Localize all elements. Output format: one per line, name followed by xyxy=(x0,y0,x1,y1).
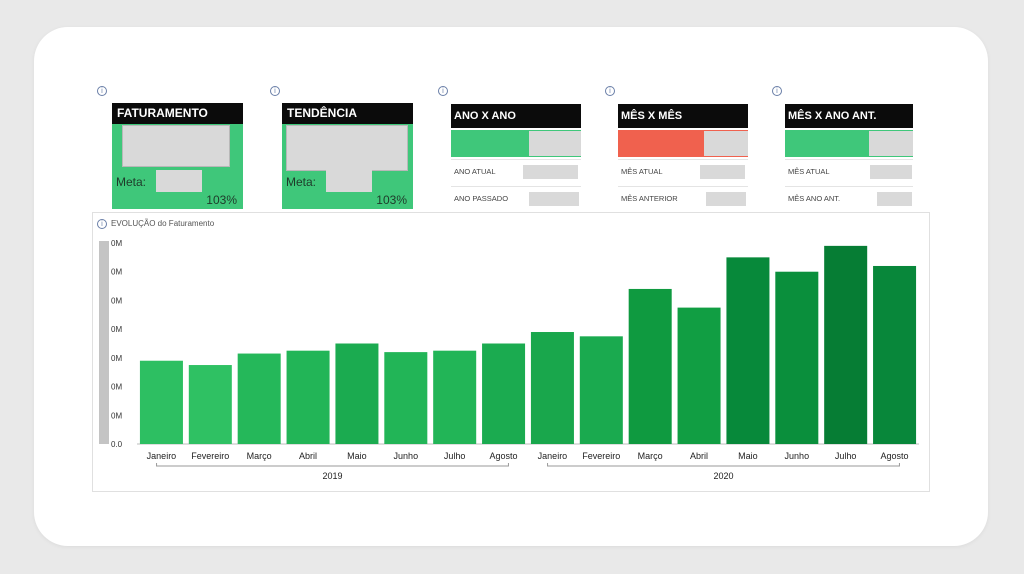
chart-title: EVOLUÇÃO do Faturamento xyxy=(111,219,215,228)
x-group-label: 2020 xyxy=(713,471,733,481)
kpi-value-redacted xyxy=(122,125,230,167)
bar xyxy=(530,332,574,444)
kpi-value-redacted xyxy=(286,125,408,171)
info-icon[interactable]: i xyxy=(270,86,280,96)
x-tick-label: Janeiro xyxy=(147,451,177,461)
x-tick-label: Março xyxy=(638,451,663,461)
meta-label: Meta: xyxy=(286,175,317,189)
x-tick-label: Fevereiro xyxy=(582,451,620,461)
cmp-row-value-redacted xyxy=(529,192,579,206)
group-bracket xyxy=(547,463,900,467)
info-icon[interactable]: i xyxy=(97,219,107,229)
axis-scroll-strip xyxy=(99,241,109,444)
kpi-title: FATURAMENTO xyxy=(112,103,243,124)
y-tick-label: 0M xyxy=(111,411,122,420)
y-tick-label: 0M xyxy=(111,354,122,363)
cmp-row-value-redacted xyxy=(700,165,745,179)
kpi-card-tendencia[interactable]: TENDÊNCIA Meta: 103% xyxy=(282,103,413,209)
kpi-percent: 103% xyxy=(376,193,407,207)
x-tick-label: Abril xyxy=(299,451,317,461)
info-icon[interactable]: i xyxy=(605,86,615,96)
bar xyxy=(677,307,721,444)
cmp-row-previous: MÊS ANTERIOR xyxy=(618,186,748,211)
x-tick-label: Maio xyxy=(347,451,367,461)
kpi-percent: 103% xyxy=(206,193,237,207)
x-tick-label: Agosto xyxy=(490,451,518,461)
x-tick-label: Julho xyxy=(444,451,466,461)
x-tick-label: Março xyxy=(247,451,272,461)
x-tick-label: Abril xyxy=(690,451,708,461)
bar xyxy=(433,350,477,444)
bar xyxy=(286,350,330,444)
cmp-row-label: MÊS ANTERIOR xyxy=(621,194,678,203)
cmp-indicator-bar xyxy=(618,130,748,157)
cmp-title: MÊS X ANO ANT. xyxy=(785,104,913,128)
cmp-card-mes-x-ano-ant[interactable]: MÊS X ANO ANT. MÊS ATUAL MÊS ANO ANT. xyxy=(785,104,913,212)
kpi-card-faturamento[interactable]: FATURAMENTO Meta: 103% xyxy=(112,103,243,209)
meta-value-redacted xyxy=(156,170,202,192)
cmp-title: ANO X ANO xyxy=(451,104,581,128)
x-tick-label: Agosto xyxy=(881,451,909,461)
bar xyxy=(335,343,379,444)
bar xyxy=(384,352,428,444)
cmp-row-label: MÊS ATUAL xyxy=(788,167,830,176)
group-bracket xyxy=(156,463,509,467)
x-tick-label: Junho xyxy=(394,451,419,461)
bar xyxy=(726,257,770,444)
cmp-row-previous: MÊS ANO ANT. xyxy=(785,186,913,211)
cmp-row-label: ANO PASSADO xyxy=(454,194,509,203)
bar xyxy=(824,245,868,444)
cmp-row-previous: ANO PASSADO xyxy=(451,186,581,211)
y-tick-label: 0M xyxy=(111,296,122,305)
bar xyxy=(775,271,819,444)
bar xyxy=(873,265,917,444)
x-group-label: 2019 xyxy=(322,471,342,481)
meta-value-redacted xyxy=(326,170,372,192)
cmp-row-value-redacted xyxy=(870,165,912,179)
cmp-row-current: ANO ATUAL xyxy=(451,159,581,184)
cmp-row-label: MÊS ATUAL xyxy=(621,167,663,176)
cmp-row-value-redacted xyxy=(877,192,912,206)
bar xyxy=(139,360,183,444)
cmp-bar-value-redacted xyxy=(529,131,581,156)
x-tick-label: Maio xyxy=(738,451,758,461)
bar xyxy=(188,365,232,444)
cmp-row-value-redacted xyxy=(523,165,578,179)
bar xyxy=(237,353,281,444)
cmp-bar-value-redacted xyxy=(869,131,913,156)
y-tick-label: 0M xyxy=(111,239,122,248)
info-icon[interactable]: i xyxy=(438,86,448,96)
info-icon[interactable]: i xyxy=(772,86,782,96)
cmp-card-ano-x-ano[interactable]: ANO X ANO ANO ATUAL ANO PASSADO xyxy=(451,104,581,212)
bar xyxy=(579,336,623,444)
y-tick-label: 0.0 xyxy=(111,440,123,449)
y-tick-label: 0M xyxy=(111,325,122,334)
x-tick-label: Junho xyxy=(785,451,810,461)
x-tick-label: Fevereiro xyxy=(191,451,229,461)
bar xyxy=(482,343,526,444)
cmp-row-current: MÊS ATUAL xyxy=(618,159,748,184)
x-tick-label: Janeiro xyxy=(538,451,568,461)
cmp-indicator-bar xyxy=(785,130,913,157)
cmp-row-label: MÊS ANO ANT. xyxy=(788,194,841,203)
cmp-bar-value-redacted xyxy=(704,131,748,156)
kpi-title: TENDÊNCIA xyxy=(282,103,413,124)
cmp-row-value-redacted xyxy=(706,192,746,206)
cmp-indicator-bar xyxy=(451,130,581,157)
bar-chart: 0.0 0M 0M 0M 0M 0M 0M 0M Janeiro Fevereiro Março Ab… xyxy=(99,239,919,481)
cmp-row-label: ANO ATUAL xyxy=(454,167,496,176)
y-tick-label: 0M xyxy=(111,268,122,277)
x-tick-label: Julho xyxy=(835,451,857,461)
cmp-card-mes-x-mes[interactable]: MÊS X MÊS MÊS ATUAL MÊS ANTERIOR xyxy=(618,104,748,212)
y-tick-label: 0M xyxy=(111,383,122,392)
meta-label: Meta: xyxy=(116,175,147,189)
cmp-row-current: MÊS ATUAL xyxy=(785,159,913,184)
chart-evolucao-faturamento: i EVOLUÇÃO do Faturamento 0.0 0M 0M 0M 0M 0M 0… xyxy=(92,212,930,492)
cmp-title: MÊS X MÊS xyxy=(618,104,748,128)
bar xyxy=(628,288,672,444)
info-icon[interactable]: i xyxy=(97,86,107,96)
